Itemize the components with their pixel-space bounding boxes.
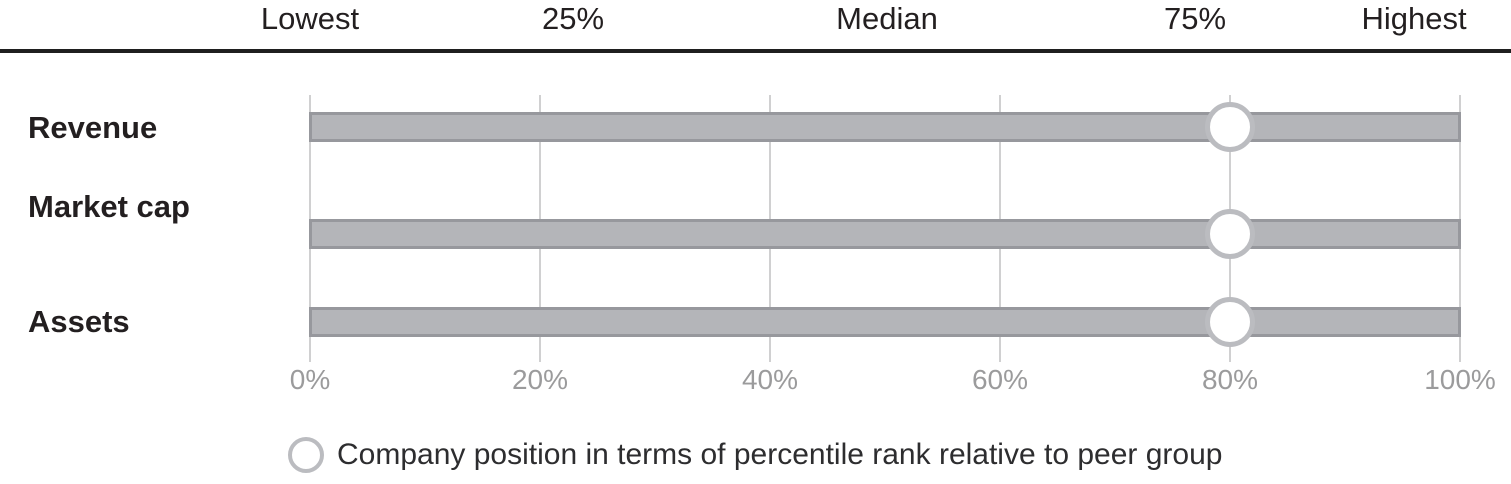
scale-label-highest: Highest <box>1361 1 1467 36</box>
legend-text: Company position in terms of percentile … <box>337 438 1223 471</box>
range-bar-market-cap <box>309 219 1461 249</box>
scale-label-median: Median <box>836 1 938 36</box>
scale-label-lowest: Lowest <box>260 1 360 36</box>
range-bar-revenue <box>309 112 1461 142</box>
legend: Company position in terms of percentile … <box>288 437 1222 473</box>
x-tick-100pct: 100% <box>1424 364 1496 395</box>
company-position-marker-assets <box>1205 297 1255 347</box>
x-tick-80pct: 80% <box>1201 364 1259 395</box>
row-label-assets: Assets <box>28 304 130 339</box>
header-divider <box>0 49 1511 53</box>
row-label-revenue: Revenue <box>28 110 158 145</box>
x-tick-0pct: 0% <box>289 364 331 395</box>
company-position-marker-revenue <box>1205 102 1255 152</box>
plot-area <box>309 95 1461 362</box>
circle-marker-icon <box>288 437 324 473</box>
scale-label-25pct: 25% <box>541 1 605 36</box>
x-tick-60pct: 60% <box>971 364 1029 395</box>
x-tick-20pct: 20% <box>511 364 569 395</box>
row-label-market-cap: Market cap <box>28 189 190 224</box>
x-axis: 0% 20% 40% 60% 80% 100% <box>290 364 1496 400</box>
company-position-marker-market-cap <box>1205 209 1255 259</box>
range-bar-assets <box>309 307 1461 337</box>
x-tick-40pct: 40% <box>741 364 799 395</box>
scale-label-75pct: 75% <box>1163 1 1227 36</box>
